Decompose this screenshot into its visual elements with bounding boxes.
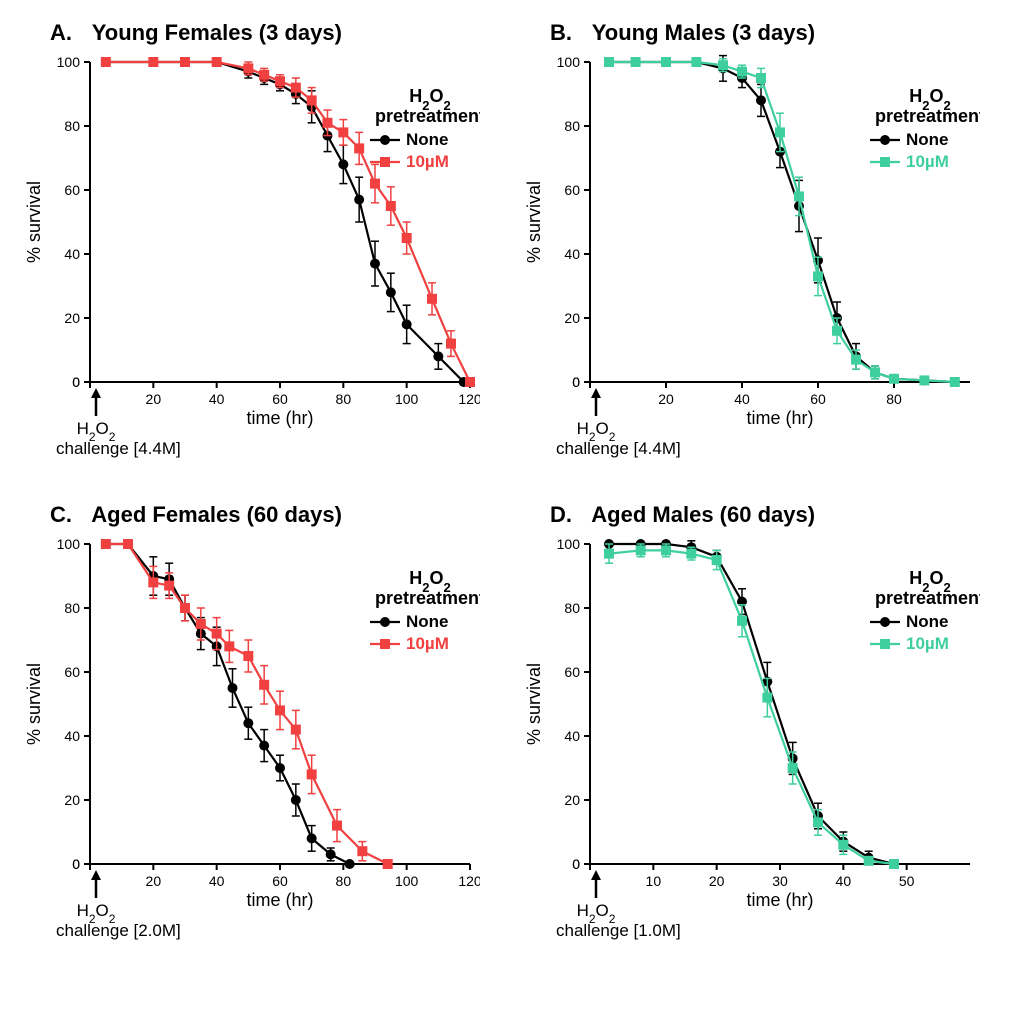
svg-text:0: 0	[572, 374, 580, 390]
panel-d-letter: D.	[550, 502, 572, 527]
chart-b: 020406080100204060800% survivaltime (hr)…	[520, 52, 980, 472]
svg-text:40: 40	[836, 873, 852, 889]
svg-text:60: 60	[64, 182, 80, 198]
svg-text:None: None	[906, 130, 949, 149]
svg-text:challenge [1.0M]: challenge [1.0M]	[556, 921, 681, 940]
svg-text:50: 50	[899, 873, 915, 889]
panel-a: A. Young Females (3 days) 0 20 40 60 80 100 20…	[20, 20, 500, 472]
svg-text:40: 40	[734, 391, 750, 407]
svg-text:None: None	[906, 612, 949, 631]
panel-d: D. Aged Males (60 days) 0 20 40 60 80 100 10 20…	[520, 502, 1000, 954]
svg-text:80: 80	[564, 600, 580, 616]
svg-text:10: 10	[646, 873, 662, 889]
svg-text:challenge [2.0M]: challenge [2.0M]	[56, 921, 181, 940]
svg-text:time (hr): time (hr)	[247, 408, 314, 428]
svg-text:60: 60	[272, 391, 288, 407]
panel-c-title: C. Aged Females (60 days)	[50, 502, 500, 528]
svg-text:100: 100	[557, 54, 581, 70]
svg-text:0: 0	[72, 856, 80, 872]
svg-text:40: 40	[64, 246, 80, 262]
svg-text:40: 40	[209, 391, 225, 407]
chart-c: 020406080100204060801001200% survivaltim…	[20, 534, 480, 954]
svg-text:pretreatment: pretreatment	[875, 106, 980, 126]
svg-text:None: None	[406, 130, 449, 149]
panel-d-title-text: Aged Males (60 days)	[591, 502, 815, 527]
panel-b: B. Young Males (3 days) 0 20 40 60 80 100 20 40…	[520, 20, 1000, 472]
panel-a-title: A. Young Females (3 days)	[50, 20, 500, 46]
svg-text:time (hr): time (hr)	[247, 890, 314, 910]
svg-text:100: 100	[57, 536, 81, 552]
panel-a-title-text: Young Females (3 days)	[92, 20, 342, 45]
panel-b-title-text: Young Males (3 days)	[592, 20, 815, 45]
svg-text:10µM: 10µM	[906, 634, 949, 653]
svg-text:100: 100	[557, 536, 581, 552]
svg-text:% survival: % survival	[524, 663, 544, 745]
svg-text:pretreatment: pretreatment	[375, 588, 480, 608]
svg-text:40: 40	[564, 728, 580, 744]
svg-text:80: 80	[64, 118, 80, 134]
svg-text:60: 60	[64, 664, 80, 680]
svg-text:20: 20	[564, 310, 580, 326]
svg-text:100: 100	[395, 391, 419, 407]
svg-text:% survival: % survival	[24, 663, 44, 745]
panel-b-title: B. Young Males (3 days)	[550, 20, 1000, 46]
svg-text:20: 20	[64, 310, 80, 326]
svg-text:20: 20	[64, 792, 80, 808]
svg-text:40: 40	[64, 728, 80, 744]
svg-text:120: 120	[458, 391, 480, 407]
svg-text:0: 0	[572, 856, 580, 872]
svg-text:20: 20	[564, 792, 580, 808]
svg-text:60: 60	[564, 664, 580, 680]
panel-c-title-text: Aged Females (60 days)	[91, 502, 342, 527]
svg-text:60: 60	[272, 873, 288, 889]
svg-text:challenge [4.4M]: challenge [4.4M]	[56, 439, 181, 458]
figure-grid: A. Young Females (3 days) 02040608010020…	[20, 20, 1000, 954]
svg-text:% survival: % survival	[524, 181, 544, 263]
svg-text:pretreatment: pretreatment	[375, 106, 480, 126]
chart-a: 020406080100204060801001200% survivaltim…	[20, 52, 480, 472]
panel-c: C. Aged Females (60 days) 0 20 40 60 80 100 20…	[20, 502, 500, 954]
panel-c-letter: C.	[50, 502, 72, 527]
svg-text:10µM: 10µM	[406, 634, 449, 653]
svg-text:100: 100	[395, 873, 419, 889]
svg-text:20: 20	[146, 873, 162, 889]
svg-text:time (hr): time (hr)	[747, 408, 814, 428]
svg-text:60: 60	[564, 182, 580, 198]
svg-text:40: 40	[209, 873, 225, 889]
svg-text:10µM: 10µM	[406, 152, 449, 171]
svg-text:60: 60	[810, 391, 826, 407]
svg-text:120: 120	[458, 873, 480, 889]
panel-b-letter: B.	[550, 20, 572, 45]
svg-text:80: 80	[886, 391, 902, 407]
svg-text:80: 80	[336, 873, 352, 889]
panel-d-title: D. Aged Males (60 days)	[550, 502, 1000, 528]
svg-text:20: 20	[709, 873, 725, 889]
svg-text:80: 80	[564, 118, 580, 134]
svg-text:% survival: % survival	[24, 181, 44, 263]
svg-text:80: 80	[336, 391, 352, 407]
svg-text:40: 40	[564, 246, 580, 262]
svg-text:time (hr): time (hr)	[747, 890, 814, 910]
svg-text:30: 30	[772, 873, 788, 889]
svg-text:0: 0	[72, 374, 80, 390]
svg-text:20: 20	[658, 391, 674, 407]
svg-text:20: 20	[146, 391, 162, 407]
svg-text:80: 80	[64, 600, 80, 616]
svg-text:100: 100	[57, 54, 81, 70]
svg-text:pretreatment: pretreatment	[875, 588, 980, 608]
svg-text:None: None	[406, 612, 449, 631]
chart-d: 02040608010010203040500% survivaltime (h…	[520, 534, 980, 954]
svg-text:10µM: 10µM	[906, 152, 949, 171]
svg-text:challenge [4.4M]: challenge [4.4M]	[556, 439, 681, 458]
panel-a-letter: A.	[50, 20, 72, 45]
